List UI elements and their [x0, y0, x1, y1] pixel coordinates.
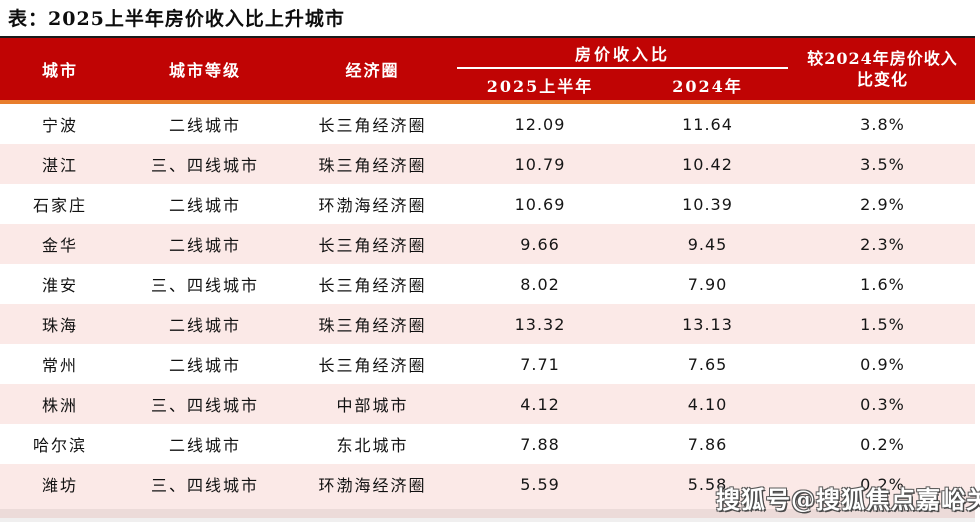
cell-tier: 二线城市 [168, 356, 241, 375]
cell-tier: 二线城市 [168, 436, 241, 455]
table-row: 常州 二线城市 长三角经济圈 7.71 7.65 0.9% [0, 344, 975, 384]
cell-2025h1-value: 8.02 [520, 274, 560, 294]
cell-change-value: 0.2% [860, 474, 905, 494]
cell-2024-value: 9.45 [687, 234, 728, 254]
cell-2024-value: 7.86 [687, 434, 728, 454]
header-change-line2: 比变化 [856, 70, 908, 89]
cell-city: 宁波 [41, 116, 78, 135]
cell-tier: 二线城市 [168, 196, 241, 215]
cell-change-value: 0.9% [860, 354, 905, 374]
table-header-row: 城市 城市等级 经济圈 房价收入比 2025上半年 2024年 较2024年房价… [0, 38, 975, 104]
cell-2025h1-value: 5.59 [520, 474, 560, 494]
cell-change-value: 3.8% [860, 114, 905, 134]
cell-city: 珠海 [41, 316, 78, 335]
cell-zone: 长三角经济圈 [318, 236, 427, 255]
cell-2024-value: 13.13 [682, 314, 733, 334]
cell-2025h1-value: 9.66 [520, 234, 560, 254]
cell-2025h1-value: 13.32 [514, 314, 566, 334]
cell-city: 金华 [41, 236, 78, 255]
cell-2025h1-value: 7.71 [520, 354, 560, 374]
cell-zone: 环渤海经济圈 [318, 196, 427, 215]
cell-zone: 环渤海经济圈 [318, 476, 427, 495]
cell-change-value: 3.5% [860, 154, 905, 174]
table-row: 珠海 二线城市 珠三角经济圈 13.32 13.13 1.5% [0, 304, 975, 344]
cell-zone: 长三角经济圈 [318, 356, 427, 375]
cell-2024-value: 5.58 [687, 474, 728, 494]
cell-zone: 东北城市 [336, 436, 409, 455]
table-body: 宁波 二线城市 长三角经济圈 12.09 11.64 3.8% 湛江 三、四线城… [0, 104, 975, 518]
header-ratio-group: 房价收入比 2025上半年 2024年 [455, 38, 790, 100]
header-change-line1: 较2024年房价收入 [807, 49, 958, 68]
table-row: 淮安 三、四线城市 长三角经济圈 8.02 7.90 1.6% [0, 264, 975, 304]
cell-2025h1-value: 10.69 [514, 194, 566, 214]
cell-2025h1-value: 7.88 [520, 434, 560, 454]
cell-tier: 三、四线城市 [150, 276, 259, 295]
table-row: 金华 二线城市 长三角经济圈 9.66 9.45 2.3% [0, 224, 975, 264]
cell-change-value: 2.9% [860, 194, 905, 214]
table-row: 湛江 三、四线城市 珠三角经济圈 10.79 10.42 3.5% [0, 144, 975, 184]
table-row: 哈尔滨 二线城市 东北城市 7.88 7.86 0.2% [0, 424, 975, 464]
cell-city: 淮安 [41, 276, 78, 295]
cell-2024-value: 10.42 [682, 154, 733, 174]
cell-2025h1-value: 4.12 [520, 394, 560, 414]
table-top-border [0, 36, 975, 38]
cell-tier: 三、四线城市 [150, 476, 259, 495]
header-zone: 经济圈 [345, 61, 400, 80]
cell-zone: 长三角经济圈 [318, 116, 427, 135]
cell-2024-value: 7.65 [687, 354, 728, 374]
cell-tier: 二线城市 [168, 316, 241, 335]
cell-2025h1-value: 10.79 [514, 154, 566, 174]
header-2024: 2024年 [672, 76, 743, 96]
header-2025h1: 2025上半年 [486, 76, 594, 96]
cell-2024-value: 7.90 [687, 274, 728, 294]
data-table: 城市 城市等级 经济圈 房价收入比 2025上半年 2024年 较2024年房价… [0, 36, 975, 522]
cell-city: 常州 [41, 356, 78, 375]
header-ratio-group-label: 房价收入比 [574, 44, 670, 64]
table-row: 石家庄 二线城市 环渤海经济圈 10.69 10.39 2.9% [0, 184, 975, 224]
cell-zone: 中部城市 [336, 396, 409, 415]
cell-tier: 二线城市 [168, 116, 241, 135]
cell-change-value: 0.3% [860, 394, 905, 414]
watermark-text: 搜狐号@搜狐焦点嘉峪关站 [716, 485, 980, 514]
cell-change-value: 1.5% [860, 314, 905, 334]
header-tier: 城市等级 [168, 61, 241, 80]
cell-change-value: 1.6% [860, 274, 905, 294]
cell-zone: 珠三角经济圈 [318, 156, 427, 175]
table-row: 株洲 三、四线城市 中部城市 4.12 4.10 0.3% [0, 384, 975, 424]
header-city: 城市 [41, 61, 78, 80]
header-change: 较2024年房价收入 比变化 [790, 38, 975, 100]
table-row: 潍坊 三、四线城市 环渤海经济圈 5.59 5.58 0.2% [0, 464, 975, 518]
cell-city: 哈尔滨 [32, 436, 87, 455]
cell-tier: 三、四线城市 [150, 156, 259, 175]
table-row: 宁波 二线城市 长三角经济圈 12.09 11.64 3.8% [0, 104, 975, 144]
cell-2024-value: 10.39 [682, 194, 733, 214]
page-title: 表：2025上半年房价收入比上升城市 [8, 8, 345, 30]
cell-2025h1-value: 12.09 [514, 114, 566, 134]
cell-zone: 珠三角经济圈 [318, 316, 427, 335]
cell-2024-value: 4.10 [687, 394, 728, 414]
header-ratio-subrow: 2025上半年 2024年 [455, 69, 790, 100]
cell-zone: 长三角经济圈 [318, 276, 427, 295]
cell-city: 石家庄 [32, 196, 87, 215]
cell-tier: 二线城市 [168, 236, 241, 255]
cell-city: 湛江 [41, 156, 78, 175]
cell-city: 株洲 [41, 396, 78, 415]
table-bottom-tint [0, 509, 975, 522]
cell-2024-value: 11.64 [682, 114, 733, 134]
header-group-underline [457, 67, 788, 69]
cell-change-value: 0.2% [860, 434, 905, 454]
cell-tier: 三、四线城市 [150, 396, 259, 415]
cell-city: 潍坊 [41, 476, 78, 495]
cell-change-value: 2.3% [860, 234, 905, 254]
